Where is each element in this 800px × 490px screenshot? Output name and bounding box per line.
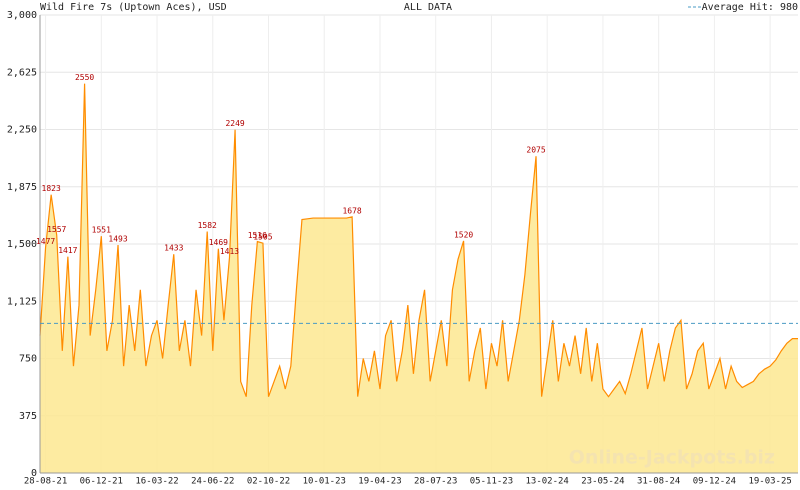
value-label: 2550 — [75, 73, 94, 82]
value-label: 1413 — [220, 247, 239, 256]
watermark: Online-Jackpots.biz — [569, 447, 775, 469]
x-tick-label: 23-05-24 — [581, 477, 624, 487]
legend-text: Average Hit: — [702, 2, 774, 13]
area-line — [39, 83, 798, 398]
y-tick-label: 1,875 — [7, 182, 37, 193]
y-tick-label: 375 — [19, 411, 37, 422]
legend-label: Average Hit: 980 — [702, 2, 798, 13]
value-label: 1551 — [92, 226, 111, 235]
value-label: 1678 — [342, 206, 361, 215]
y-tick-label: 750 — [19, 354, 37, 365]
x-tick-label: 10-01-23 — [303, 477, 346, 487]
value-label: 2075 — [526, 146, 545, 155]
x-tick-label: 31-08-24 — [637, 477, 680, 487]
x-tick-label: 28-07-23 — [414, 477, 457, 487]
legend-value: 980 — [780, 2, 798, 13]
area-fill — [40, 83, 798, 473]
value-label: 1493 — [108, 235, 127, 244]
chart-subtitle: ALL DATA — [404, 2, 452, 13]
x-tick-label: 19-04-23 — [358, 477, 401, 487]
x-tick-label: 28-08-21 — [24, 477, 67, 487]
x-tick-label: 16-03-22 — [135, 477, 178, 487]
y-tick-label: 3,000 — [7, 10, 37, 21]
value-label: 1469 — [209, 238, 228, 247]
value-label: 1433 — [164, 244, 183, 253]
y-tick-label: 0 — [31, 468, 37, 479]
value-label: 1520 — [454, 230, 473, 239]
value-label: 2249 — [225, 119, 244, 128]
x-tick-label: 05-11-23 — [470, 477, 513, 487]
value-label: 1557 — [47, 225, 66, 234]
value-label: 1516 — [248, 231, 267, 240]
value-label: 1582 — [198, 221, 217, 230]
y-tick-label: 1,500 — [7, 239, 37, 250]
y-tick-label: 1,125 — [7, 296, 37, 307]
x-tick-label: 13-02-24 — [526, 477, 569, 487]
chart-title: Wild Fire 7s (Uptown Aces), USD — [40, 2, 227, 13]
value-label: 1823 — [42, 184, 61, 193]
y-tick-label: 2,250 — [7, 125, 37, 136]
x-tick-label: 24-06-22 — [191, 477, 234, 487]
value-label: 1505 — [253, 233, 272, 242]
x-tick-label: 09-12-24 — [693, 477, 736, 487]
x-tick-label: 06-12-21 — [80, 477, 123, 487]
y-tick-label: 2,625 — [7, 67, 37, 78]
x-tick-label: 19-03-25 — [748, 477, 791, 487]
x-tick-label: 02-10-22 — [247, 477, 290, 487]
value-label: 1477 — [36, 237, 55, 246]
value-label: 1417 — [58, 246, 77, 255]
